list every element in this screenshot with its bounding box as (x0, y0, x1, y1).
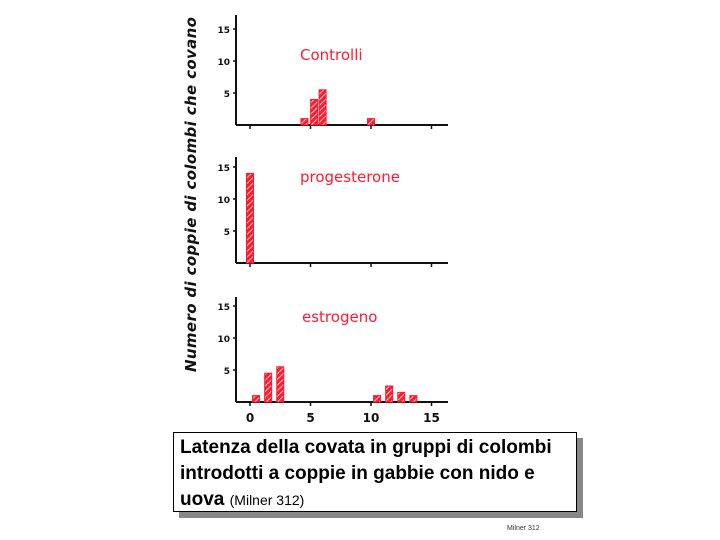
bar (264, 372, 273, 403)
bar (276, 366, 285, 403)
bar (300, 118, 309, 126)
bar (385, 385, 394, 403)
panel-2: 5 10 15 progesterone (217, 157, 448, 267)
y-tick-label: 10 (217, 58, 230, 68)
bar (252, 395, 261, 403)
y-tick-label: 15 (217, 26, 230, 36)
panel-1: 5 10 15 Controlli (217, 15, 448, 129)
panel-3: 5 10 15 0 5 10 15 estrogeno (217, 297, 448, 425)
y-tick-label: 15 (217, 164, 230, 174)
y-tick-label: 15 (217, 303, 230, 313)
bar (318, 89, 327, 126)
x-tick-label: 10 (363, 411, 380, 425)
y-tick-label: 5 (224, 228, 230, 238)
bar (397, 391, 406, 403)
y-tick-label: 5 (224, 90, 230, 100)
x-tick-label: 15 (423, 411, 440, 425)
panel-title: Controlli (300, 46, 363, 64)
bar (246, 172, 254, 264)
y-tick-label: 5 (224, 367, 230, 377)
bar (373, 395, 382, 403)
y-tick-label: 10 (217, 335, 230, 345)
panel-title: progesterone (300, 168, 400, 186)
y-tick-label: 10 (217, 196, 230, 206)
x-tick-label: 0 (246, 411, 254, 425)
bar (409, 395, 418, 403)
panel-title: estrogeno (302, 308, 377, 326)
caption-text: Latenza della covata in gruppi di colomb… (180, 437, 552, 510)
bar (367, 118, 375, 126)
caption-box: Latenza della covata in gruppi di colomb… (173, 432, 577, 512)
x-tick-label: 5 (306, 411, 314, 425)
caption-source: (Milner 312) (229, 492, 305, 508)
bar (310, 98, 319, 126)
credit-text: Milner 312 (507, 525, 540, 532)
y-axis-label: Numero di coppie di colombi che covano (182, 17, 200, 372)
